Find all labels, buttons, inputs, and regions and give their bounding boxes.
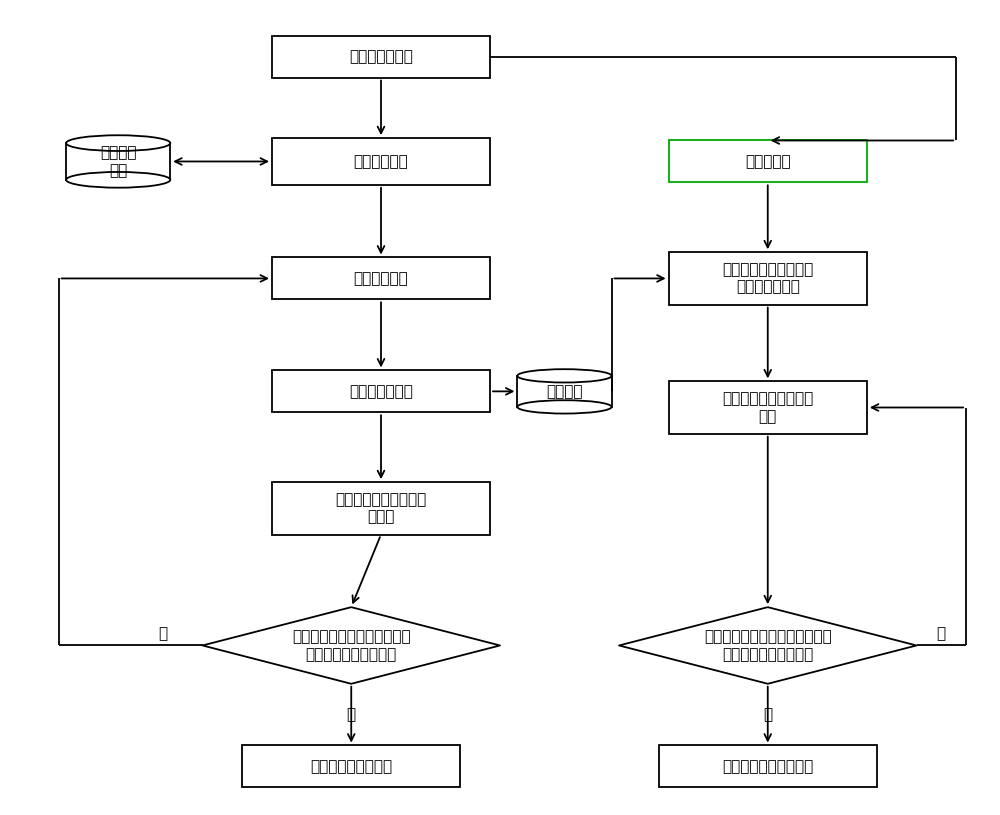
Text: 是: 是: [347, 707, 356, 722]
Text: 获取线束零件: 获取线束零件: [354, 154, 408, 169]
Bar: [242, 746, 460, 787]
Text: 遍历布线装配体: 遍历布线装配体: [349, 49, 413, 64]
Text: 否: 否: [937, 626, 946, 641]
Text: 是: 是: [763, 707, 772, 722]
Ellipse shape: [517, 400, 612, 413]
Text: 线缆与结构件发生干涉: 线缆与结构件发生干涉: [722, 759, 813, 774]
Text: 线缆与线缆发生干涉: 线缆与线缆发生干涉: [310, 759, 392, 774]
Bar: [517, 376, 612, 407]
Text: 将线缆以空间坐标点形
式进行离散表示: 将线缆以空间坐标点形 式进行离散表示: [722, 262, 813, 295]
Ellipse shape: [66, 172, 170, 187]
Bar: [669, 381, 867, 434]
Bar: [272, 36, 490, 77]
Text: 判断线缆中心线之间距离是否
小于两根线缆半径之和: 判断线缆中心线之间距离是否 小于两根线缆半径之和: [292, 629, 411, 662]
Ellipse shape: [66, 135, 170, 151]
Text: 获取结构件: 获取结构件: [745, 154, 791, 169]
Text: 读取结构件位置和轮廓
数据: 读取结构件位置和轮廓 数据: [722, 391, 813, 424]
Bar: [659, 746, 877, 787]
Text: 对线缆进行分类: 对线缆进行分类: [349, 384, 413, 399]
Bar: [669, 252, 867, 305]
Text: 获取线缆位置数据和线
缆半径: 获取线缆位置数据和线 缆半径: [335, 492, 427, 525]
Text: 否: 否: [158, 626, 167, 641]
Text: 搜索获取线缆: 搜索获取线缆: [354, 271, 408, 286]
Bar: [272, 370, 490, 412]
Bar: [669, 140, 867, 183]
Text: 存储线束
零件: 存储线束 零件: [100, 145, 136, 178]
Bar: [66, 143, 170, 180]
Ellipse shape: [517, 369, 612, 382]
Text: 存储线缆: 存储线缆: [546, 384, 583, 399]
Bar: [272, 138, 490, 185]
Text: 判断线缆位置点坐标值与结构件
距离是否小于线缆半径: 判断线缆位置点坐标值与结构件 距离是否小于线缆半径: [704, 629, 832, 662]
Bar: [272, 258, 490, 299]
Bar: [272, 482, 490, 535]
